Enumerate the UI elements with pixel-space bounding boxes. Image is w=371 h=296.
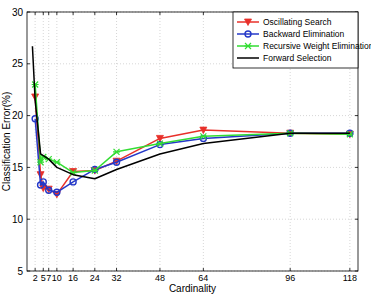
tick <box>203 12 204 15</box>
tick <box>73 268 74 271</box>
point <box>115 168 117 170</box>
tick <box>27 115 30 116</box>
grid-line <box>48 12 49 271</box>
x-tick-label: 7 <box>46 273 51 283</box>
grid-line <box>27 219 358 220</box>
grid-line <box>35 12 36 271</box>
point <box>91 168 98 174</box>
grid-line <box>43 12 44 271</box>
point <box>159 153 161 155</box>
point <box>56 166 58 168</box>
x-tick-label: 118 <box>343 273 357 283</box>
grid-line <box>116 12 117 271</box>
point <box>349 132 351 134</box>
tick <box>43 268 44 271</box>
tick <box>56 12 57 15</box>
tick <box>48 268 49 271</box>
legend-label: Backward Elimination <box>263 29 345 39</box>
x-tick-label: 10 <box>52 273 62 283</box>
point <box>156 141 163 147</box>
grid-line <box>27 115 358 116</box>
x-tick-label: 24 <box>90 273 100 283</box>
point <box>39 153 41 155</box>
tick <box>27 63 30 64</box>
y-tick-label: 5 <box>17 266 23 277</box>
tick <box>355 219 358 220</box>
point <box>94 178 96 180</box>
y-tick-label: 20 <box>12 110 24 121</box>
tick <box>56 268 57 271</box>
legend-marker <box>245 19 252 26</box>
x-tick-label: 64 <box>198 273 208 283</box>
legend: Oscillating Search Backward Elimination Re… <box>233 12 371 68</box>
x-tick-label: 5 <box>41 273 46 283</box>
tick <box>35 268 36 271</box>
x-tick-label: 2 <box>33 273 38 283</box>
tick <box>48 12 49 15</box>
x-axis-label: Cardinality <box>169 283 216 294</box>
legend-label: Oscillating Search <box>263 17 332 27</box>
tick <box>35 12 36 15</box>
series-line <box>35 85 350 173</box>
tick <box>27 219 30 220</box>
x-tick-label: 48 <box>155 273 165 283</box>
tick <box>159 12 160 15</box>
tick <box>355 167 358 168</box>
tick <box>43 12 44 15</box>
y-tick-label: 10 <box>12 214 24 225</box>
tick <box>73 12 74 15</box>
chart: 5101520253025710162432486496118Cardinali… <box>0 0 371 296</box>
tick <box>159 268 160 271</box>
x-tick-label: 96 <box>285 273 295 283</box>
point <box>72 173 74 175</box>
tick <box>355 115 358 116</box>
point <box>34 99 36 101</box>
point <box>202 142 204 144</box>
tick <box>116 12 117 15</box>
point <box>200 133 207 139</box>
legend-marker <box>245 43 252 49</box>
point <box>113 149 120 155</box>
point <box>114 159 120 165</box>
tick <box>290 268 291 271</box>
grid-line <box>27 167 358 168</box>
tick <box>116 268 117 271</box>
legend-label: Recursive Weight Elimination <box>263 41 371 51</box>
point <box>289 132 291 134</box>
y-axis-label: Classification Error(%) <box>1 92 12 191</box>
series-line <box>35 119 350 193</box>
tick <box>349 268 350 271</box>
tick <box>203 268 204 271</box>
point <box>31 45 33 47</box>
x-tick-label: 16 <box>68 273 78 283</box>
grid-line <box>73 12 74 271</box>
legend-box <box>233 12 358 68</box>
tick <box>27 167 30 168</box>
point <box>40 179 46 185</box>
point <box>200 127 207 134</box>
legend-line <box>237 33 259 35</box>
point <box>46 187 52 193</box>
point <box>48 158 50 160</box>
y-tick-label: 25 <box>12 58 24 69</box>
y-tick-label: 30 <box>12 7 24 18</box>
point <box>54 189 60 195</box>
point <box>70 179 76 185</box>
tick <box>94 12 95 15</box>
point <box>346 131 353 137</box>
legend-line <box>237 57 259 59</box>
grid-line <box>94 12 95 271</box>
y-tick-label: 15 <box>12 162 24 173</box>
legend-label: Forward Selection <box>263 53 332 63</box>
x-tick-label: 32 <box>112 273 122 283</box>
legend-marker <box>245 31 251 37</box>
tick <box>94 268 95 271</box>
grid-line <box>56 12 57 271</box>
